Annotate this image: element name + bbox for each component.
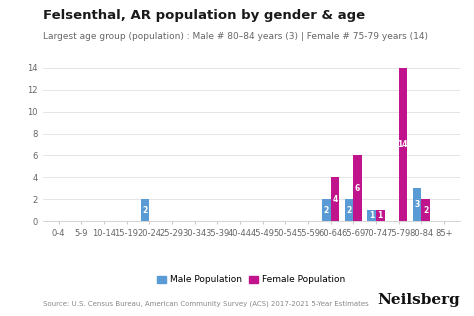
Text: 1: 1 [378, 211, 383, 220]
Text: Largest age group (population) : Male # 80–84 years (3) | Female # 75-79 years (: Largest age group (population) : Male # … [43, 32, 428, 40]
Text: Neilsberg: Neilsberg [377, 293, 460, 307]
Bar [413, 188, 421, 221]
Bar [345, 199, 353, 221]
Text: 6: 6 [355, 184, 360, 193]
Text: 2: 2 [423, 206, 428, 215]
Bar [367, 210, 376, 221]
Text: Source: U.S. Census Bureau, American Community Survey (ACS) 2017-2021 5-Year Est: Source: U.S. Census Bureau, American Com… [43, 300, 368, 307]
Text: 2: 2 [142, 206, 147, 215]
Bar [353, 155, 362, 221]
Bar [399, 68, 407, 221]
Text: Felsenthal, AR population by gender & age: Felsenthal, AR population by gender & ag… [43, 9, 365, 22]
Text: 4: 4 [332, 195, 337, 204]
Text: 2: 2 [346, 206, 352, 215]
Bar [376, 210, 384, 221]
Text: 3: 3 [414, 200, 419, 209]
Legend: Male Population, Female Population: Male Population, Female Population [154, 272, 349, 288]
Text: 2: 2 [324, 206, 329, 215]
Bar [141, 199, 149, 221]
Bar [421, 199, 430, 221]
Text: 14: 14 [398, 140, 408, 149]
Bar [330, 177, 339, 221]
Text: 1: 1 [369, 211, 374, 220]
Bar [322, 199, 330, 221]
